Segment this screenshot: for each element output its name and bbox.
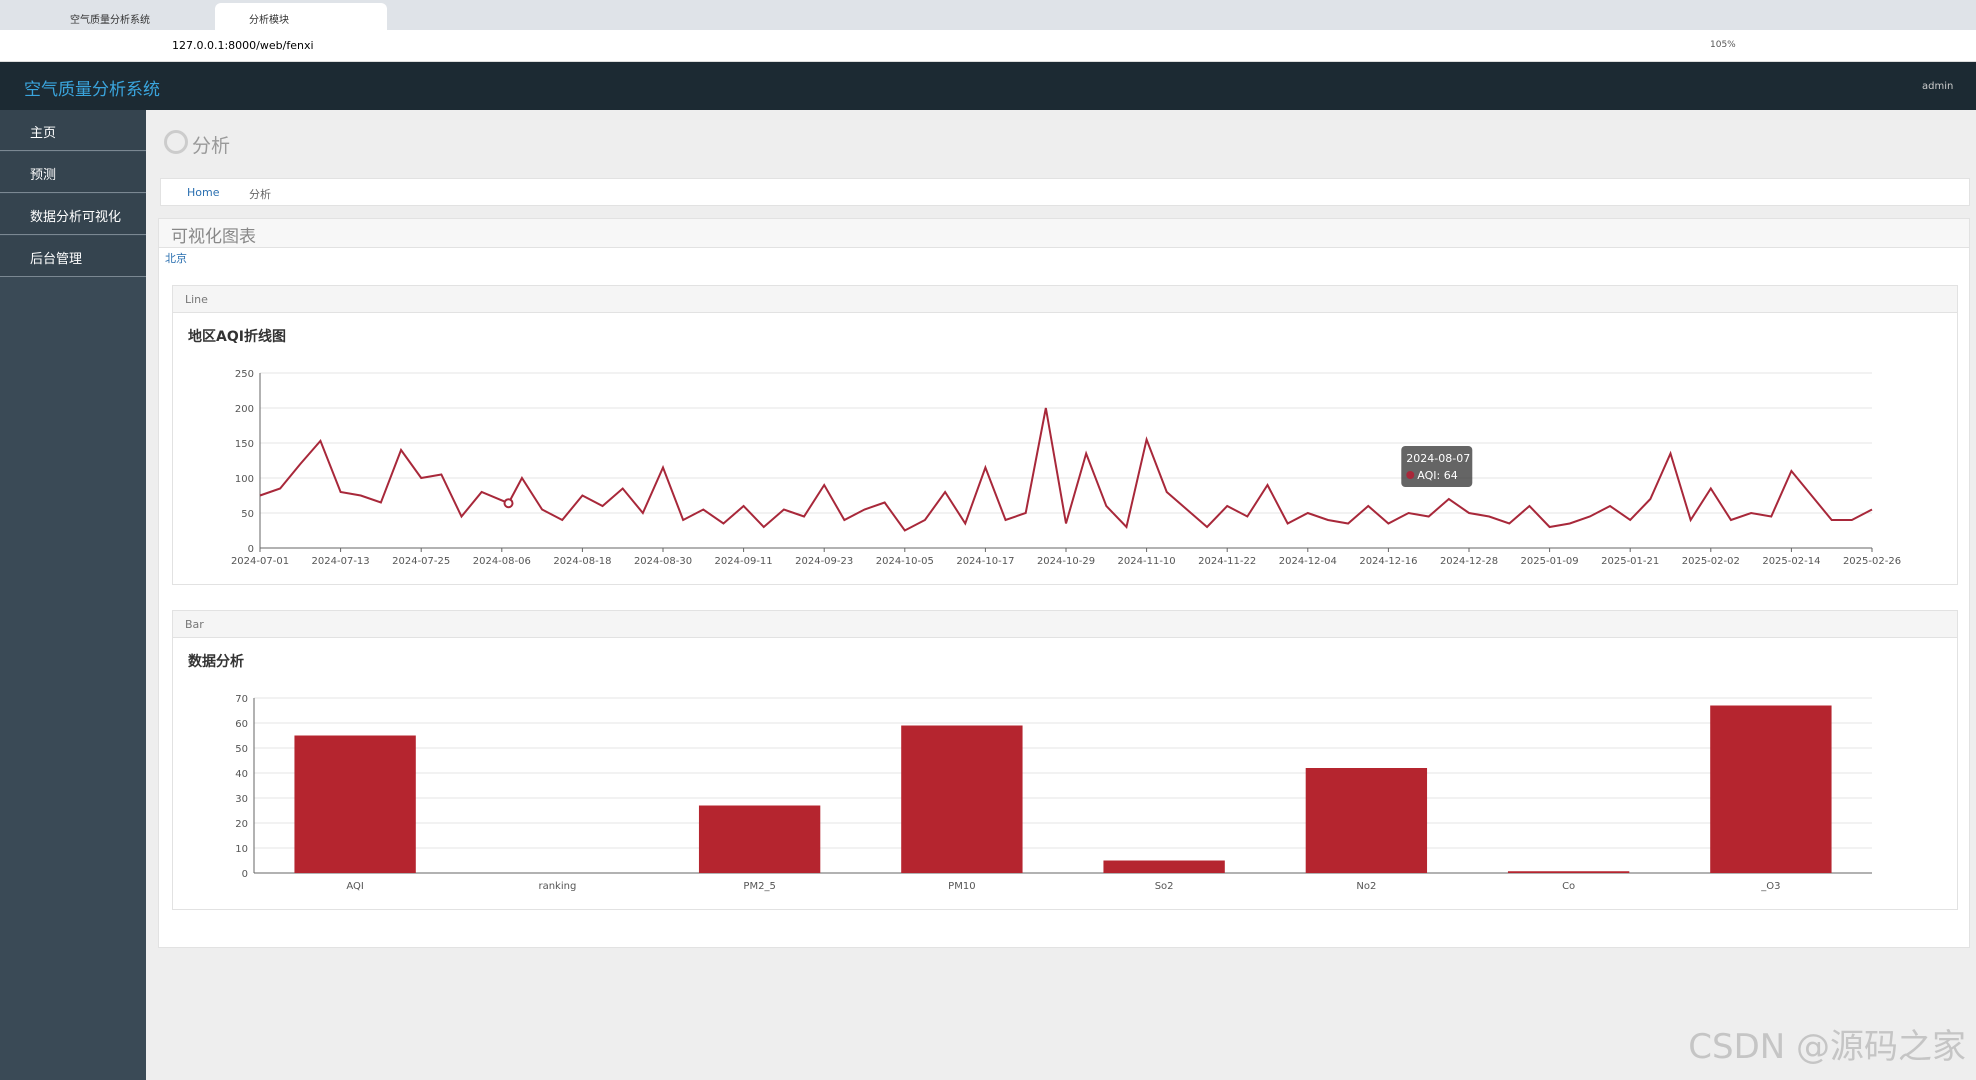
tooltip-text: AQI: 64 <box>1417 469 1457 482</box>
tooltip-swatch <box>1406 471 1415 479</box>
x-tick-label: 2025-02-26 <box>1843 556 1901 567</box>
nav-item[interactable]: 数据分析可视化 <box>0 194 146 235</box>
y-tick-label: 50 <box>241 509 254 520</box>
x-tick-label: 2025-02-14 <box>1762 556 1820 567</box>
nav-item[interactable]: 预测 <box>0 152 146 193</box>
chart-panel: Line <box>172 285 1958 585</box>
sidebar: 主页 预测 数据分析可视化 后台管理 <box>0 110 146 1080</box>
y-tick-label: 70 <box>235 694 248 705</box>
y-tick-label: 250 <box>235 369 254 380</box>
crumb[interactable]: Home <box>187 186 220 199</box>
user-menu[interactable]: admin <box>1922 81 1954 92</box>
bar <box>1103 860 1225 873</box>
x-tick-label: 2024-12-28 <box>1440 556 1498 567</box>
chart-title: 地区AQI折线图 <box>188 328 286 345</box>
x-tick-label: 2024-07-01 <box>231 556 289 567</box>
nav-item[interactable]: 主页 <box>0 110 146 151</box>
address-bar: 127.0.0.1:8000/web/fenxi 105% <box>0 30 1976 62</box>
x-tick-label: 2024-11-22 <box>1198 556 1256 567</box>
chart-panel-title: Line <box>185 293 208 306</box>
chart-panel-heading: Line <box>173 286 1957 313</box>
x-tick-label: 2024-08-30 <box>634 556 692 567</box>
y-tick-label: 50 <box>235 744 248 755</box>
panel-heading: 可视化图表 <box>159 219 1969 248</box>
breadcrumb: Home 分析 <box>160 178 1970 206</box>
y-tick-label: 10 <box>235 844 248 855</box>
tab-bar: 空气质量分析系统 分析模块 <box>0 0 1976 30</box>
x-tick-label: 2024-07-13 <box>312 556 370 567</box>
x-tick-label: 2024-07-25 <box>392 556 450 567</box>
x-tick-label: ranking <box>538 881 576 892</box>
bar <box>1710 705 1832 873</box>
crumb: 分析 <box>249 188 271 201</box>
nav-item[interactable]: 后台管理 <box>0 236 146 277</box>
x-tick-label: 2024-11-10 <box>1118 556 1176 567</box>
x-tick-label: _O3 <box>1760 881 1780 892</box>
watermark: CSDN @源码之家 <box>1688 1027 1966 1067</box>
bar <box>698 805 821 873</box>
tab-active[interactable]: 分析模块 <box>215 3 387 30</box>
x-tick-label: 2024-09-11 <box>715 556 773 567</box>
x-tick-label: 2024-08-06 <box>473 556 531 567</box>
bar <box>1507 871 1630 873</box>
y-tick-label: 40 <box>235 769 248 780</box>
tooltip <box>1401 446 1473 487</box>
city-link[interactable]: 北京 <box>165 252 187 265</box>
page-title: 分析 <box>192 135 231 157</box>
chart-panel-heading: Bar <box>173 611 1957 638</box>
x-tick-label: So2 <box>1155 881 1174 892</box>
bar <box>1305 768 1428 873</box>
y-tick-label: 0 <box>248 544 254 555</box>
y-tick-label: 30 <box>235 794 248 805</box>
chart-panel-title: Bar <box>185 618 204 631</box>
x-tick-label: PM10 <box>948 881 975 892</box>
panel: 可视化图表 北京 Line Bar <box>158 218 1970 948</box>
zoom[interactable]: 105% <box>1710 40 1736 50</box>
url[interactable]: 127.0.0.1:8000/web/fenxi <box>172 39 314 52</box>
x-tick-label: 2025-02-02 <box>1682 556 1740 567</box>
y-tick-label: 20 <box>235 819 248 830</box>
y-tick-label: 60 <box>235 719 248 730</box>
x-tick-label: 2024-12-04 <box>1279 556 1337 567</box>
app-title[interactable]: 空气质量分析系统 <box>24 80 160 100</box>
y-tick-label: 0 <box>242 869 248 880</box>
x-tick-label: 2024-10-17 <box>956 556 1014 567</box>
x-tick-label: 2025-01-09 <box>1521 556 1579 567</box>
chart-panel: Bar <box>172 610 1958 910</box>
panel-title: 可视化图表 <box>171 227 256 247</box>
hover-point <box>503 498 514 509</box>
data-line <box>259 407 1873 532</box>
y-tick-label: 150 <box>235 439 254 450</box>
app-header: 空气质量分析系统 admin <box>0 62 1976 110</box>
y-tick-label: 200 <box>235 404 254 415</box>
x-tick-label: Co <box>1562 881 1575 892</box>
x-tick-label: AQI <box>346 881 364 892</box>
x-tick-label: PM2_5 <box>743 881 775 892</box>
x-tick-label: 2024-10-05 <box>876 556 934 567</box>
tooltip-title: 2024-08-07 <box>1406 452 1470 465</box>
x-tick-label: 2024-10-29 <box>1037 556 1095 567</box>
bar <box>901 725 1023 873</box>
x-tick-label: 2024-09-23 <box>795 556 853 567</box>
y-tick-label: 100 <box>235 474 254 485</box>
page-icon <box>164 130 188 154</box>
x-tick-label: 2024-08-18 <box>553 556 611 567</box>
x-tick-label: 2024-12-16 <box>1359 556 1417 567</box>
tab[interactable]: 空气质量分析系统 <box>70 15 150 26</box>
x-tick-label: No2 <box>1356 881 1376 892</box>
bar <box>294 735 416 873</box>
chart-title: 数据分析 <box>188 653 244 670</box>
x-tick-label: 2025-01-21 <box>1601 556 1659 567</box>
